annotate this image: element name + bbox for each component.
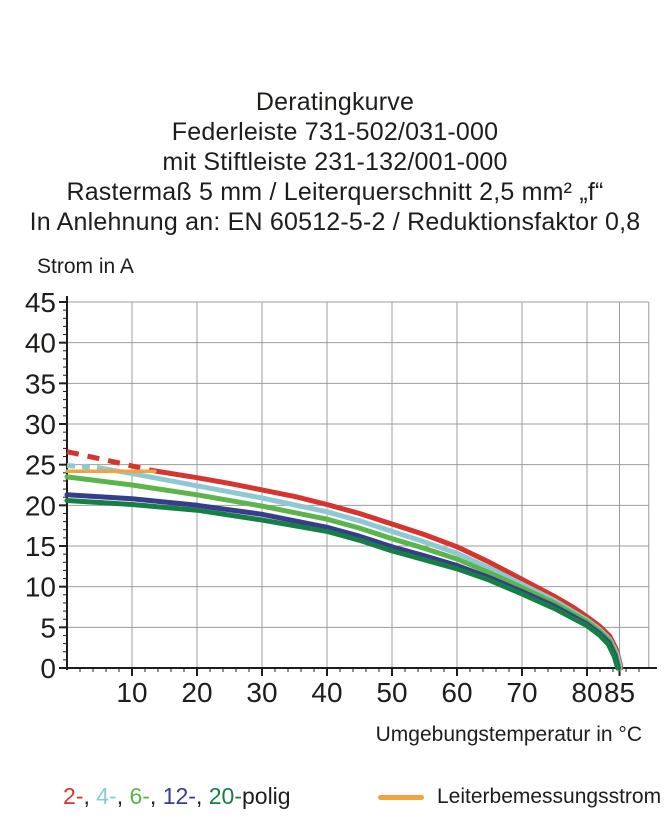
curve-dashed-2-polig	[66, 449, 153, 473]
y-tick-label: 10	[25, 572, 56, 603]
x-tick-label: 20	[181, 677, 212, 708]
x-axis-title: Umgebungstemperatur in °C	[375, 723, 642, 746]
curve-12-polig	[64, 492, 621, 671]
y-tick-label: 40	[25, 328, 56, 359]
chart-subtitle-pitch-cross-section: Rastermaß 5 mm / Leiterquerschnitt 2,5 m…	[66, 178, 604, 206]
poles-legend-segment: 2-	[63, 783, 84, 809]
x-tick-label: 60	[441, 677, 472, 708]
poles-legend-segment: ,	[195, 783, 209, 809]
y-tick-label: 0	[40, 653, 56, 684]
x-tick-label: 30	[246, 677, 277, 708]
poles-legend-segment: 6-	[129, 783, 150, 809]
poles-legend-segment: ,	[116, 783, 130, 809]
x-tick-label: 85	[604, 677, 635, 708]
poles-legend-segment: 20-	[208, 783, 242, 809]
curve-4-polig	[97, 465, 623, 671]
y-tick-label: 30	[25, 409, 56, 440]
poles-legend-segment: 4-	[96, 783, 117, 809]
y-tick-label: 45	[25, 287, 56, 318]
y-tick-label: 35	[25, 368, 56, 399]
chart-title-block: Deratingkurve Federleiste 731-502/031-00…	[0, 87, 670, 237]
chart-subtitle-male-connector: mit Stiftleiste 231-132/001-000	[162, 148, 508, 176]
x-tick-label: 50	[376, 677, 407, 708]
poles-legend: 2-, 4-, 6-, 12-, 20-polig	[63, 783, 291, 810]
y-tick-label: 5	[40, 612, 56, 643]
poles-legend-segment: ,	[149, 783, 163, 809]
y-axis-title: Strom in A	[37, 255, 134, 278]
x-tick-label: 80	[571, 677, 602, 708]
curve-dashed-4-polig	[66, 463, 100, 471]
chart-subtitle-female-connector: Federleiste 731-502/031-000	[171, 118, 499, 146]
poles-legend-segment: 12-	[162, 783, 196, 809]
poles-legend-segment: ,	[83, 783, 97, 809]
x-tick-label: 40	[311, 677, 342, 708]
curve-20-polig	[64, 498, 621, 671]
rated-current-label: Leiterbemessungsstrom	[437, 785, 662, 808]
y-tick-label: 20	[25, 490, 56, 521]
rated-current-legend: Leiterbemessungsstrom	[378, 785, 661, 809]
chart-subtitle-standard: In Anlehnung an: EN 60512-5-2 / Reduktio…	[29, 208, 641, 236]
x-tick-label: 10	[116, 677, 147, 708]
x-tick-label: 70	[506, 677, 537, 708]
chart-title: Deratingkurve	[255, 88, 415, 116]
y-tick-label: 15	[25, 531, 56, 562]
y-tick-label: 25	[25, 450, 56, 481]
poles-legend-segment: polig	[241, 783, 291, 809]
rated-current-line-swatch	[378, 794, 424, 800]
